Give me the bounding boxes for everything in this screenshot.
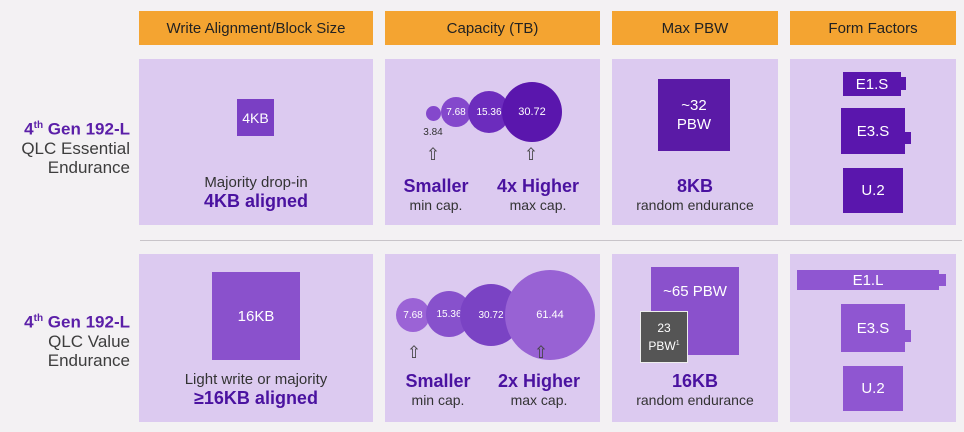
ff-e1l: E1.L [797,270,939,290]
capacity-bubble: 30.72 [502,82,562,142]
ff-e3s-tab [905,330,911,342]
ff-u2: U.2 [843,366,903,411]
capacity-bubble: 7.68 [396,298,430,332]
capacity-bubble: 7.68 [441,97,471,127]
capacity-right-small: max cap. [510,392,568,408]
row-line3: Endurance [47,350,130,370]
capacity-bubble: 61.44 [505,270,595,360]
capacity-label-small: 3.84 [423,127,443,138]
cell-r1-capacity [385,59,600,225]
pbw-small: random endurance [636,197,754,213]
row-gen-label: 4th Gen 192-L [24,119,130,139]
capacity-left-small: min cap. [411,392,465,408]
ff-e1s: E1.S [843,72,901,96]
block-bold: ≥16KB aligned [194,388,318,408]
capacity-bubble [426,106,441,121]
capacity-left-big: Smaller [403,176,469,196]
pbw-big: 16KB [671,371,719,391]
row-divider [140,240,962,241]
capacity-right-big: 2x Higher [497,371,581,391]
row-label-essential: 4th Gen 192-L QLC Essential Endurance [0,116,130,177]
row-gen-label: 4th Gen 192-L [24,312,130,332]
arrow-up-icon: ⇧ [406,343,422,362]
pbw-small: random endurance [636,392,754,408]
pbw-small-box-unit: PBW1 [648,338,680,353]
pbw-line2: PBW [676,116,712,133]
capacity-left-big: Smaller [405,371,471,391]
ff-e3s: E3.S [841,304,905,352]
ff-e1s-tab [901,77,906,90]
block-desc: Majority drop-in [204,174,308,191]
header-max-pbw: Max PBW [612,11,778,45]
header-capacity: Capacity (TB) [385,11,600,45]
ff-e1l-tab [939,274,946,286]
cell-r1-block [139,59,373,225]
block-16kb: 16KB [212,272,300,360]
row-line2: QLC Value [48,331,130,351]
capacity-left-small: min cap. [409,197,463,213]
capacity-right-small: max cap. [509,197,567,213]
header-write-alignment: Write Alignment/Block Size [139,11,373,45]
block-4kb: 4KB [237,99,274,136]
pbw-box: ~32 PBW [658,79,730,151]
capacity-right-big: 4x Higher [496,176,580,196]
block-bold: 4KB aligned [203,191,309,211]
ff-e3s: E3.S [841,108,905,154]
row-label-value: 4th Gen 192-L QLC Value Endurance [0,309,130,370]
arrow-up-icon: ⇧ [533,343,549,362]
row-line2: QLC Essential [21,138,130,158]
pbw-small-box-value: 23 [657,320,671,335]
pbw-line1: ~32 [681,97,707,114]
arrow-up-icon: ⇧ [425,145,441,164]
row-line3: Endurance [47,157,130,177]
pbw-small-box: 23 PBW1 [640,311,688,363]
ff-e3s-tab [905,132,911,144]
ff-u2: U.2 [843,168,903,213]
header-form-factors: Form Factors [790,11,956,45]
arrow-up-icon: ⇧ [523,145,539,164]
block-desc: Light write or majority [184,371,328,388]
pbw-big: 8KB [676,176,713,196]
